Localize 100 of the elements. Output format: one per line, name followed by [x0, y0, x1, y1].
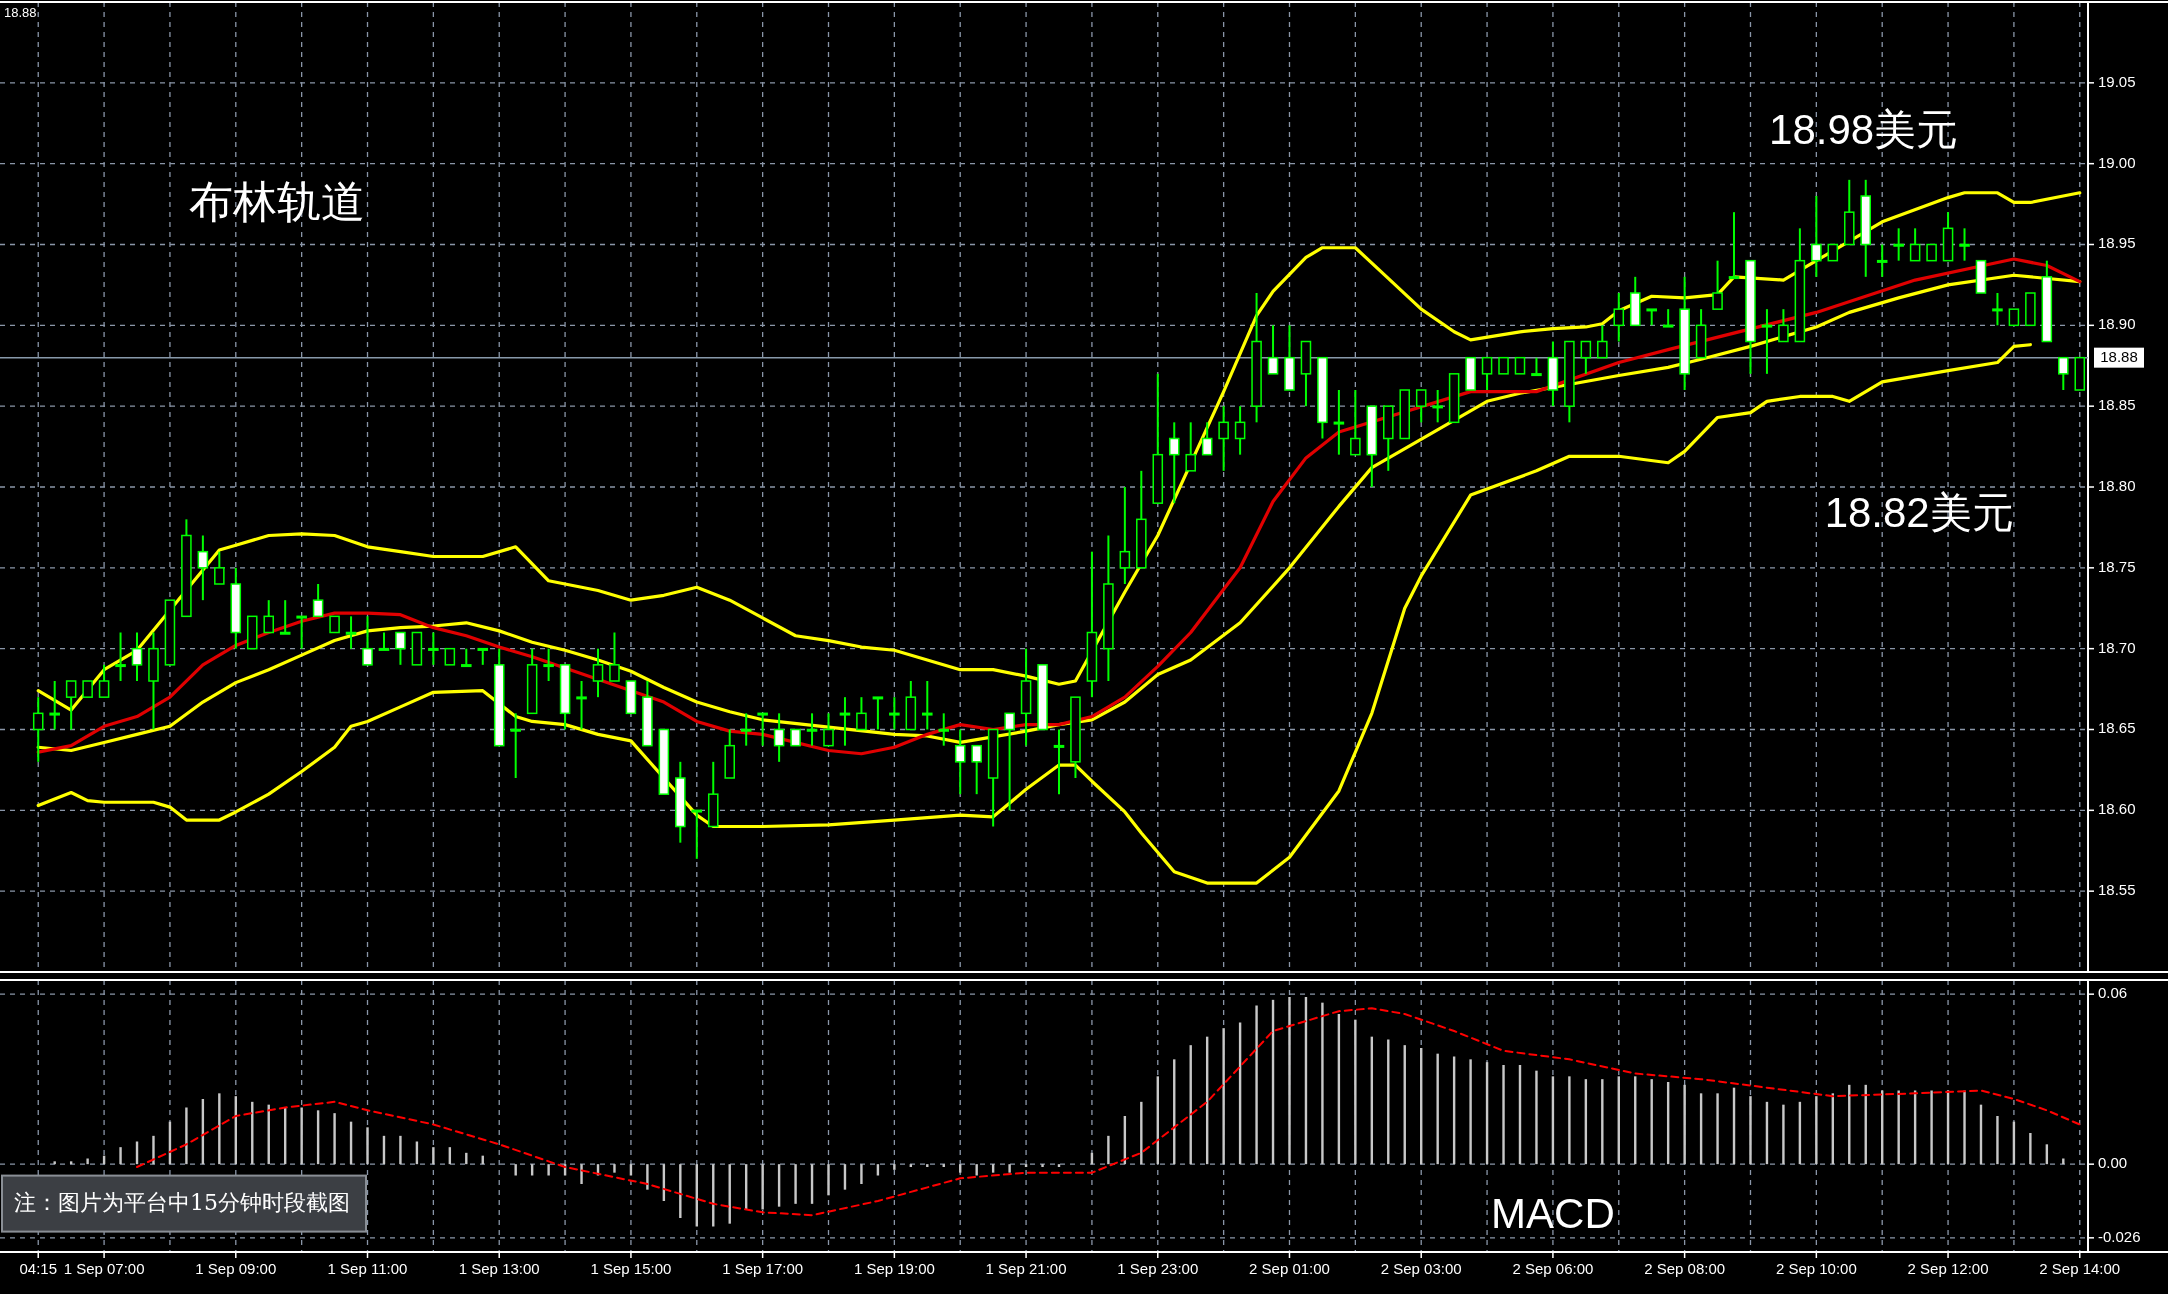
candlestick — [576, 680, 587, 731]
y-tick-label: 18.60 — [2098, 800, 2136, 818]
annotation: 18.98美元 — [1769, 106, 1959, 154]
candlestick — [1168, 421, 1180, 505]
bar — [399, 1135, 402, 1165]
bar — [2029, 1133, 2032, 1165]
x-tick-label: 2 Sep 10:00 — [1775, 1260, 1857, 1277]
candlestick — [131, 631, 143, 682]
bar — [794, 1164, 797, 1204]
candlestick — [1876, 243, 1888, 278]
bar — [1930, 1090, 1933, 1165]
candlestick — [1597, 324, 1608, 359]
candlestick — [938, 712, 950, 747]
bar — [991, 1164, 995, 1173]
bar — [975, 1164, 978, 1176]
candlestick — [1992, 292, 2003, 327]
candlestick — [1728, 211, 1740, 280]
y-tick-label: -0.026 — [2098, 1227, 2141, 1245]
candlestick — [1811, 195, 1822, 278]
annotation: 注：图片为平台中15分钟时段截图 — [14, 1189, 350, 1215]
bar — [333, 1113, 336, 1165]
bar — [152, 1135, 155, 1165]
candlestick — [543, 647, 554, 682]
bar — [959, 1164, 962, 1173]
y-tick-label: 18.70 — [2098, 638, 2136, 656]
bar — [1140, 1101, 1143, 1165]
candlestick — [1119, 486, 1131, 585]
candlestick — [806, 712, 818, 747]
candlestick — [839, 696, 851, 747]
candlestick — [197, 534, 209, 602]
candlestick — [1234, 405, 1246, 456]
candlestick — [1267, 324, 1279, 375]
bar — [53, 1161, 56, 1165]
candlestick — [1580, 340, 1592, 375]
candlestick — [740, 712, 752, 747]
bar — [1255, 1005, 1258, 1165]
y-tick-label: 18.75 — [2098, 557, 2136, 575]
candlestick — [1662, 308, 1674, 328]
x-tick-label: 2 Sep 03:00 — [1380, 1260, 1462, 1277]
candlestick — [1432, 389, 1443, 424]
candlestick — [345, 615, 357, 650]
candlestick — [395, 631, 406, 666]
bar — [1008, 1164, 1011, 1173]
bar — [514, 1164, 517, 1176]
y-tick-label: 18.65 — [2098, 719, 2136, 737]
bar — [366, 1127, 369, 1165]
candlestick — [1004, 712, 1015, 812]
candlestick — [773, 712, 785, 763]
x-tick-label: 1 Sep 23:00 — [1117, 1260, 1199, 1277]
bar — [547, 1164, 550, 1176]
candlestick — [609, 631, 620, 682]
candlestick — [856, 696, 867, 731]
bar — [1288, 997, 1291, 1165]
bar — [86, 1158, 89, 1165]
candlestick — [115, 631, 126, 682]
x-tick-label: 2 Sep 06:00 — [1512, 1260, 1594, 1277]
bar — [432, 1147, 435, 1165]
candlestick — [32, 696, 44, 763]
bar — [1897, 1090, 1900, 1165]
candlestick — [954, 728, 966, 796]
candlestick — [1218, 405, 1229, 472]
y-tick-label: 19.05 — [2098, 72, 2136, 90]
bar — [1601, 1079, 1604, 1165]
candlestick — [922, 680, 933, 731]
candlestick — [889, 696, 900, 731]
x-tick-label: 1 Sep 11:00 — [327, 1260, 408, 1277]
bar — [1535, 1070, 1538, 1165]
x-tick-label: 04:15 — [19, 1260, 58, 1277]
bar — [1107, 1135, 1110, 1165]
bar — [119, 1147, 122, 1165]
candlestick — [428, 631, 439, 666]
candlestick — [1778, 308, 1789, 343]
text: 布林轨道 — [188, 177, 365, 227]
candlestick — [98, 663, 110, 699]
candlestick — [1350, 389, 1361, 456]
y-tick-label: 0.00 — [2098, 1154, 2128, 1172]
x-tick-label: 1 Sep 07:00 — [63, 1260, 145, 1277]
bar — [1502, 1065, 1505, 1165]
bar — [761, 1164, 764, 1210]
y-tick-label: 18.85 — [2098, 396, 2136, 414]
annotation: 18.88 — [4, 5, 37, 21]
bar — [1963, 1090, 1966, 1165]
y-tick-label: 18.90 — [2098, 315, 2136, 333]
bar — [893, 1164, 896, 1170]
x-tick-label: 1 Sep 19:00 — [853, 1260, 935, 1277]
candlestick — [49, 680, 60, 731]
bar — [1782, 1104, 1785, 1165]
y-tick-label: 18.95 — [2098, 234, 2136, 252]
candlestick — [378, 631, 390, 651]
candlestick — [1201, 421, 1213, 456]
candlestick — [461, 647, 472, 668]
bar — [827, 1164, 830, 1196]
x-tick-label: 2 Sep 01:00 — [1249, 1260, 1330, 1277]
candlestick — [1185, 421, 1196, 472]
bar — [1436, 1053, 1439, 1165]
candlestick — [1909, 227, 1921, 262]
bar — [860, 1164, 863, 1184]
y-tick-label: 0.06 — [2098, 984, 2128, 1002]
candlestick — [757, 712, 768, 747]
candlestick — [1333, 389, 1345, 456]
